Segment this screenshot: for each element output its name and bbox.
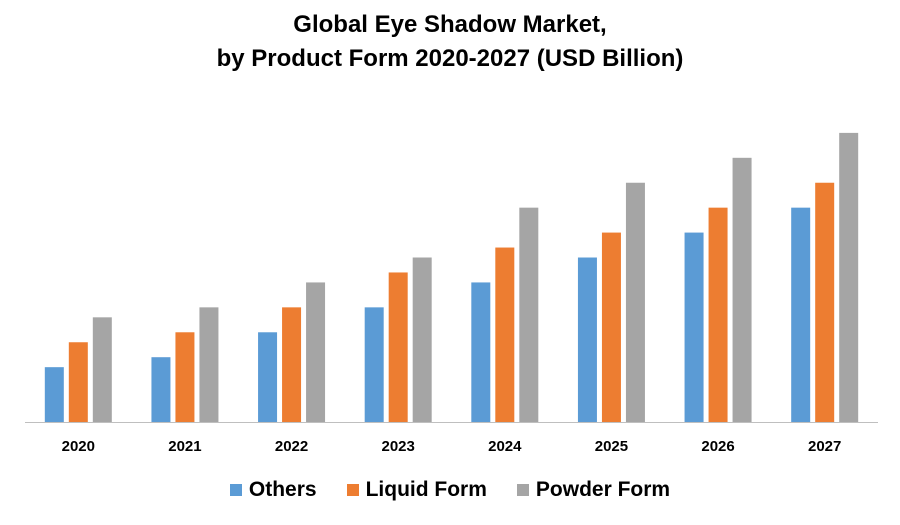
bar-others-2021 [151,357,171,422]
bar-powder-form-2027 [839,132,859,422]
legend-label-liquid-form: Liquid Form [365,478,487,501]
legend-label-others: Others [248,478,317,501]
x-tick-label: 2026 [701,438,734,455]
bar-others-2026 [684,232,704,422]
chart-title: Global Eye Shadow Market, by Product For… [0,8,900,76]
legend-label-powder-form: Powder Form [535,478,671,501]
bar-powder-form-2020 [92,317,112,422]
bar-powder-form-2025 [625,182,645,422]
legend-item-others: Others [229,478,317,502]
legend-swatch-liquid-form [346,484,359,496]
x-tick-label: 2025 [595,438,628,455]
bar-others-2027 [791,207,811,422]
x-tick-label: 2023 [382,438,415,455]
bar-liquid-form-2027 [815,182,835,422]
x-tick-label: 2022 [275,438,308,455]
bar-others-2023 [364,307,384,422]
bar-others-2020 [44,367,64,422]
bar-others-2024 [471,282,491,422]
bar-liquid-form-2025 [601,232,621,422]
bar-liquid-form-2026 [708,207,728,422]
legend-item-powder-form: Powder Form [516,478,671,502]
bar-liquid-form-2021 [175,332,195,422]
bar-liquid-form-2020 [68,342,88,422]
bar-powder-form-2021 [199,307,219,422]
bar-powder-form-2024 [519,207,539,422]
bar-powder-form-2022 [306,282,326,422]
chart-legend: Others Liquid Form Powder Form [0,478,900,502]
x-tick-label: 2021 [168,438,201,455]
bar-powder-form-2026 [732,157,752,422]
chart-title-line-2: by Product Form 2020-2027 (USD Billion) [216,45,684,72]
x-tick-label: 2027 [808,438,841,455]
bar-chart-plot: 2020 2021 2022 2023 2024 2025 2026 2027 [25,132,878,455]
legend-item-liquid-form: Liquid Form [346,478,487,502]
bar-liquid-form-2024 [495,247,515,422]
bar-powder-form-2023 [412,257,432,422]
bar-liquid-form-2023 [388,272,408,422]
legend-swatch-powder-form [516,484,529,496]
chart-title-line-1: Global Eye Shadow Market, [293,11,607,38]
bar-others-2022 [258,332,278,422]
x-tick-label: 2024 [488,438,522,455]
legend-swatch-others [229,484,242,496]
bar-others-2025 [577,257,597,422]
x-tick-label: 2020 [62,438,95,455]
bar-liquid-form-2022 [282,307,302,422]
